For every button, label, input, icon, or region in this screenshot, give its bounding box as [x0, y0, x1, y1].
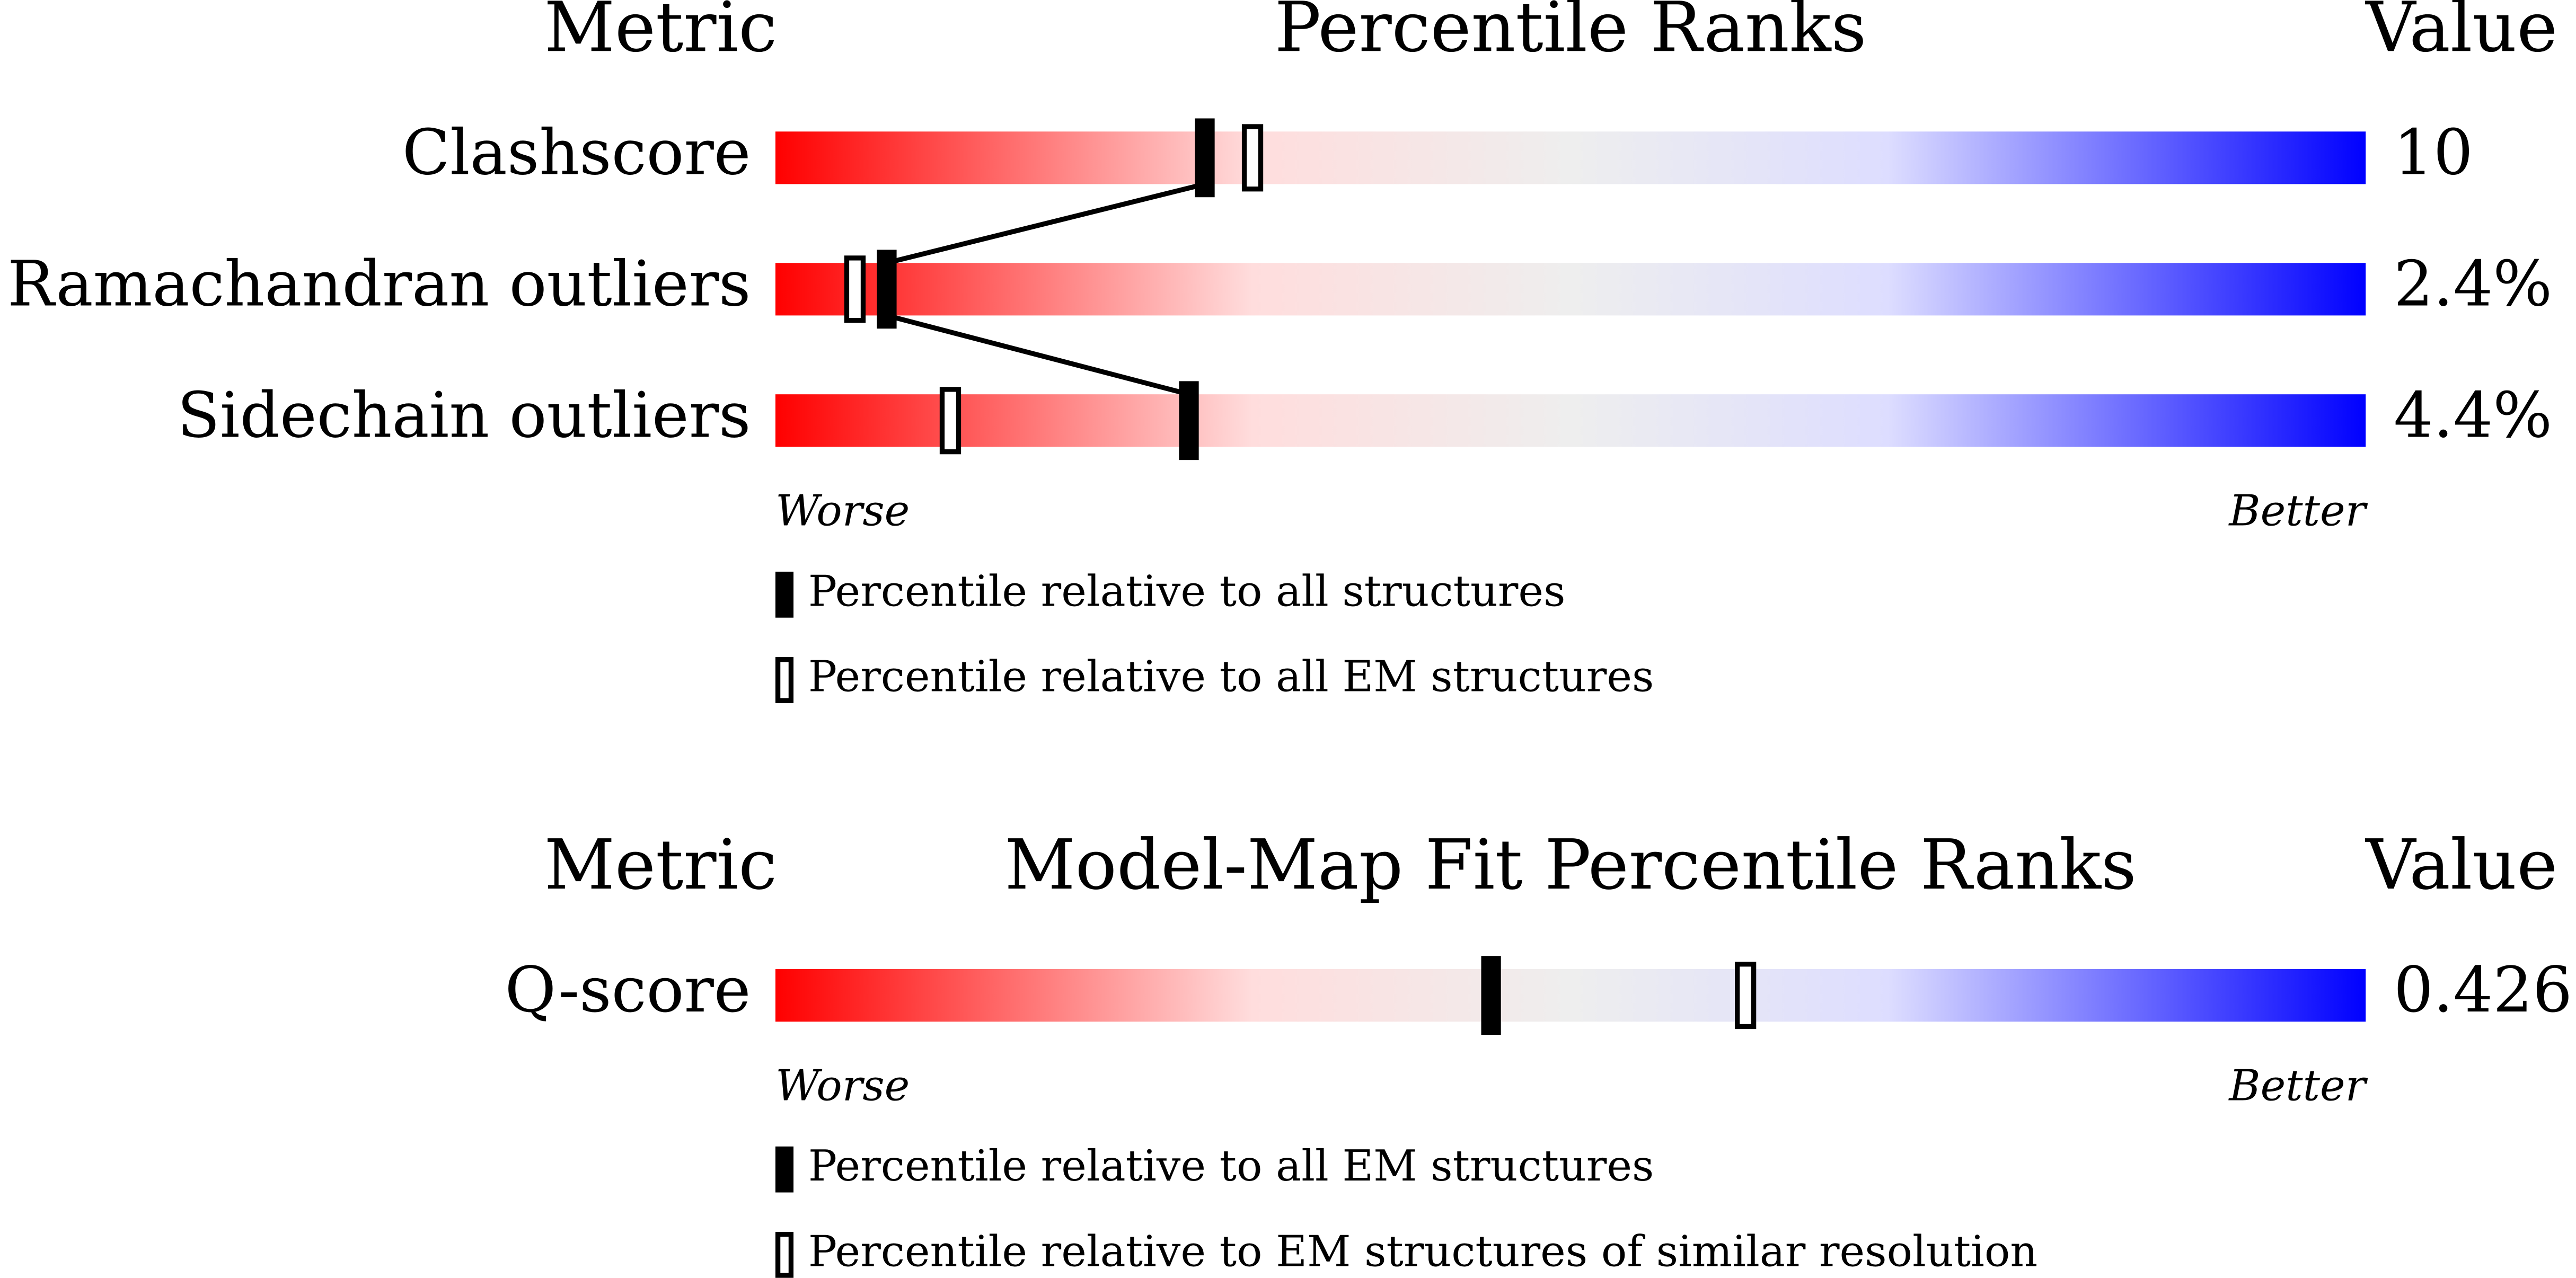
- legend-icon-em: [775, 657, 794, 703]
- legend-text: Percentile relative to all EM structures: [808, 1141, 1654, 1191]
- metric-label: Clashscore: [402, 116, 751, 189]
- legend-icon-all: [775, 571, 794, 618]
- panel-title: Model-Map Fit Percentile Ranks: [1004, 824, 2137, 905]
- connector: [886, 181, 1206, 265]
- marker-em: [939, 387, 961, 455]
- connector: [886, 313, 1190, 397]
- panel-title: Percentile Ranks: [1275, 0, 1867, 67]
- metric-label: Q-score: [505, 954, 751, 1026]
- slider-bar: [775, 263, 2366, 316]
- metric-header: Metric: [544, 824, 777, 905]
- legend-text: Percentile relative to EM structures of …: [808, 1227, 2037, 1276]
- slider-bar: [775, 969, 2366, 1022]
- marker-em: [1734, 962, 1757, 1030]
- better-label: Better: [2228, 1061, 2368, 1111]
- slider-bar: [775, 131, 2366, 184]
- metric-value: 4.4%: [2394, 379, 2552, 451]
- legend-icon-all: [775, 1146, 794, 1193]
- marker-all: [1481, 956, 1501, 1035]
- worse-label: Worse: [775, 486, 910, 536]
- metric-value: 2.4%: [2394, 247, 2552, 320]
- legend-icon-em: [775, 1231, 794, 1278]
- metric-header: Metric: [544, 0, 777, 67]
- value-header: Value: [2365, 0, 2557, 67]
- better-label: Better: [2228, 486, 2368, 536]
- worse-label: Worse: [775, 1061, 910, 1111]
- metric-value: 0.426: [2394, 954, 2572, 1026]
- metric-label: Sidechain outliers: [177, 379, 751, 451]
- legend-text: Percentile relative to all structures: [808, 566, 1566, 616]
- marker-em: [844, 255, 866, 323]
- slider-bar: [775, 394, 2366, 447]
- marker-em: [1241, 124, 1264, 192]
- metric-label: Ramachandran outliers: [7, 247, 751, 320]
- metric-value: 10: [2394, 116, 2473, 189]
- value-header: Value: [2365, 824, 2557, 905]
- legend-text: Percentile relative to all EM structures: [808, 652, 1654, 702]
